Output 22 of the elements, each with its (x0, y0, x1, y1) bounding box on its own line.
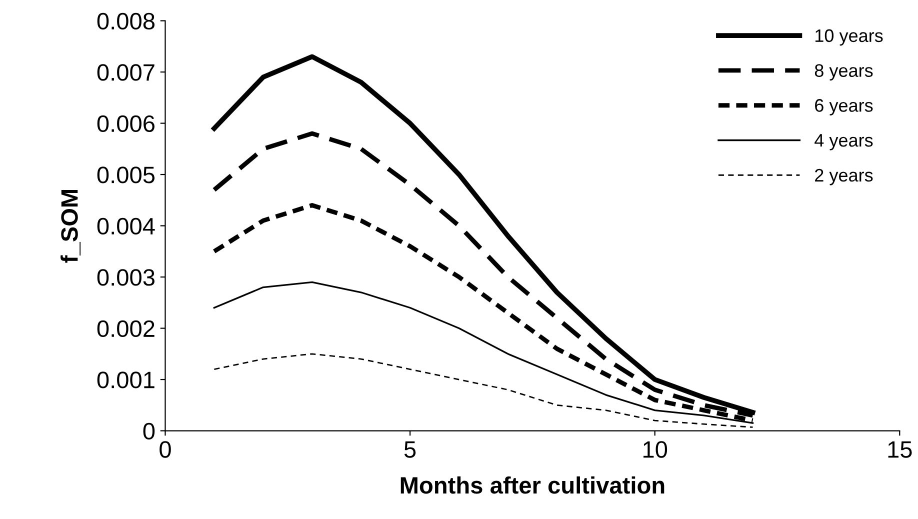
x-tick-label: 10 (644, 441, 668, 458)
y-tick-label: 0.003 (97, 269, 154, 286)
legend-label: 10 years (816, 29, 883, 46)
y-tick-label: 0.004 (97, 218, 155, 235)
x-tick-label: 15 (888, 441, 912, 458)
line-series (214, 353, 754, 428)
line-series (212, 54, 756, 415)
legend-label: 6 years (815, 99, 873, 116)
x-tick-label: 5 (404, 441, 416, 458)
y-tick-label: 0.005 (97, 166, 155, 184)
legend-label: 8 years (814, 64, 873, 81)
y-tick-label: 0.008 (97, 12, 154, 30)
y-tick-label: 0 (143, 422, 155, 440)
legend-label: 2 years (815, 168, 873, 186)
y-tick-label: 0.007 (97, 64, 154, 81)
y-axis-title: f_SOM (60, 190, 81, 263)
y-tick-label: 0.001 (97, 372, 154, 388)
x-axis-title: Months after cultivation (400, 476, 664, 494)
legend-label: 4 years (814, 134, 873, 150)
x-tick-label: 0 (160, 441, 171, 458)
y-tick-label: 0.002 (97, 320, 154, 338)
y-tick-label: 0.006 (97, 115, 154, 132)
